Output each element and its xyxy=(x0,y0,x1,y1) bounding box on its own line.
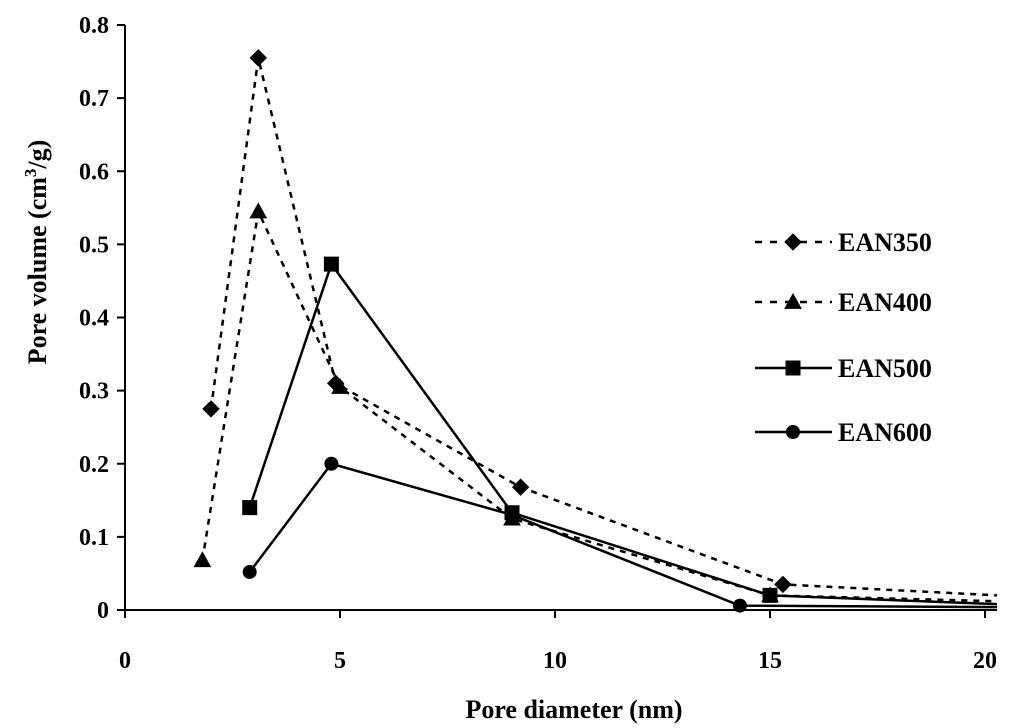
data-point-ean500 xyxy=(242,500,258,516)
data-point-ean400 xyxy=(249,202,268,219)
y-tick-label: 0 xyxy=(97,598,109,624)
legend-item-ean500: EAN500 xyxy=(755,354,932,383)
y-tick-label: 0.1 xyxy=(79,525,109,551)
data-point-ean350 xyxy=(249,49,268,67)
legend-swatch-marker xyxy=(786,425,800,439)
data-point-ean500 xyxy=(762,587,778,603)
y-tick-label: 0.6 xyxy=(79,159,109,185)
y-tick-label: 0.2 xyxy=(79,452,109,478)
series-line-ean350 xyxy=(209,57,998,597)
legend-item-ean600: EAN600 xyxy=(755,418,932,447)
x-axis-title: Pore diameter (nm) xyxy=(465,695,682,724)
legend-label: EAN350 xyxy=(838,228,932,257)
data-point-ean600 xyxy=(505,507,519,522)
y-axis-title: Pore volume (cm3/g) xyxy=(21,140,52,365)
data-point-ean600 xyxy=(324,456,339,471)
x-tick-label: 10 xyxy=(543,648,567,674)
data-point-ean500 xyxy=(323,256,339,272)
series-layer xyxy=(193,49,998,613)
legend-swatch-marker xyxy=(784,292,802,309)
data-point-ean350 xyxy=(511,478,530,496)
legend-item-ean400: EAN400 xyxy=(755,288,932,317)
series-ean600 xyxy=(242,456,998,613)
y-tick-label: 0.3 xyxy=(79,379,109,405)
data-point-ean400 xyxy=(331,377,349,394)
y-axis-title-prefix: Pore volume (cm xyxy=(23,177,52,365)
y-axis-title-suffix: /g) xyxy=(23,140,52,170)
data-point-ean400 xyxy=(193,551,212,568)
y-tick-label: 0.7 xyxy=(79,86,109,112)
legend: EAN350 EAN400 EAN500 EAN600 xyxy=(755,228,932,447)
axes: 0 0.1 0.2 0.3 0.4 0.5 0.6 0.7 0.8 0 5 10 15 20 xyxy=(79,13,997,674)
legend-swatch-marker xyxy=(784,233,802,251)
series-line-ean400 xyxy=(201,207,998,603)
y-axis-title-superscript: 3 xyxy=(21,169,40,178)
data-point-ean600 xyxy=(242,564,257,579)
x-tick-label: 5 xyxy=(334,648,346,674)
legend-label: EAN400 xyxy=(838,288,932,317)
y-tick-label: 0.4 xyxy=(79,306,109,332)
data-point-ean600 xyxy=(732,598,747,613)
series-ean400 xyxy=(193,202,998,603)
series-line-ean600 xyxy=(248,462,998,609)
legend-swatch-marker xyxy=(785,360,801,376)
legend-label: EAN600 xyxy=(838,418,932,447)
series-ean350 xyxy=(202,49,998,597)
x-tick-label: 20 xyxy=(973,648,997,674)
legend-item-ean350: EAN350 xyxy=(755,228,932,257)
y-tick-label: 0.8 xyxy=(79,13,109,39)
data-point-ean350 xyxy=(202,400,220,418)
x-tick-label: 15 xyxy=(758,648,782,674)
data-point-ean350 xyxy=(774,575,792,594)
legend-label: EAN500 xyxy=(838,354,932,383)
y-tick-label: 0.5 xyxy=(79,232,109,258)
x-tick-label: 0 xyxy=(119,648,131,674)
